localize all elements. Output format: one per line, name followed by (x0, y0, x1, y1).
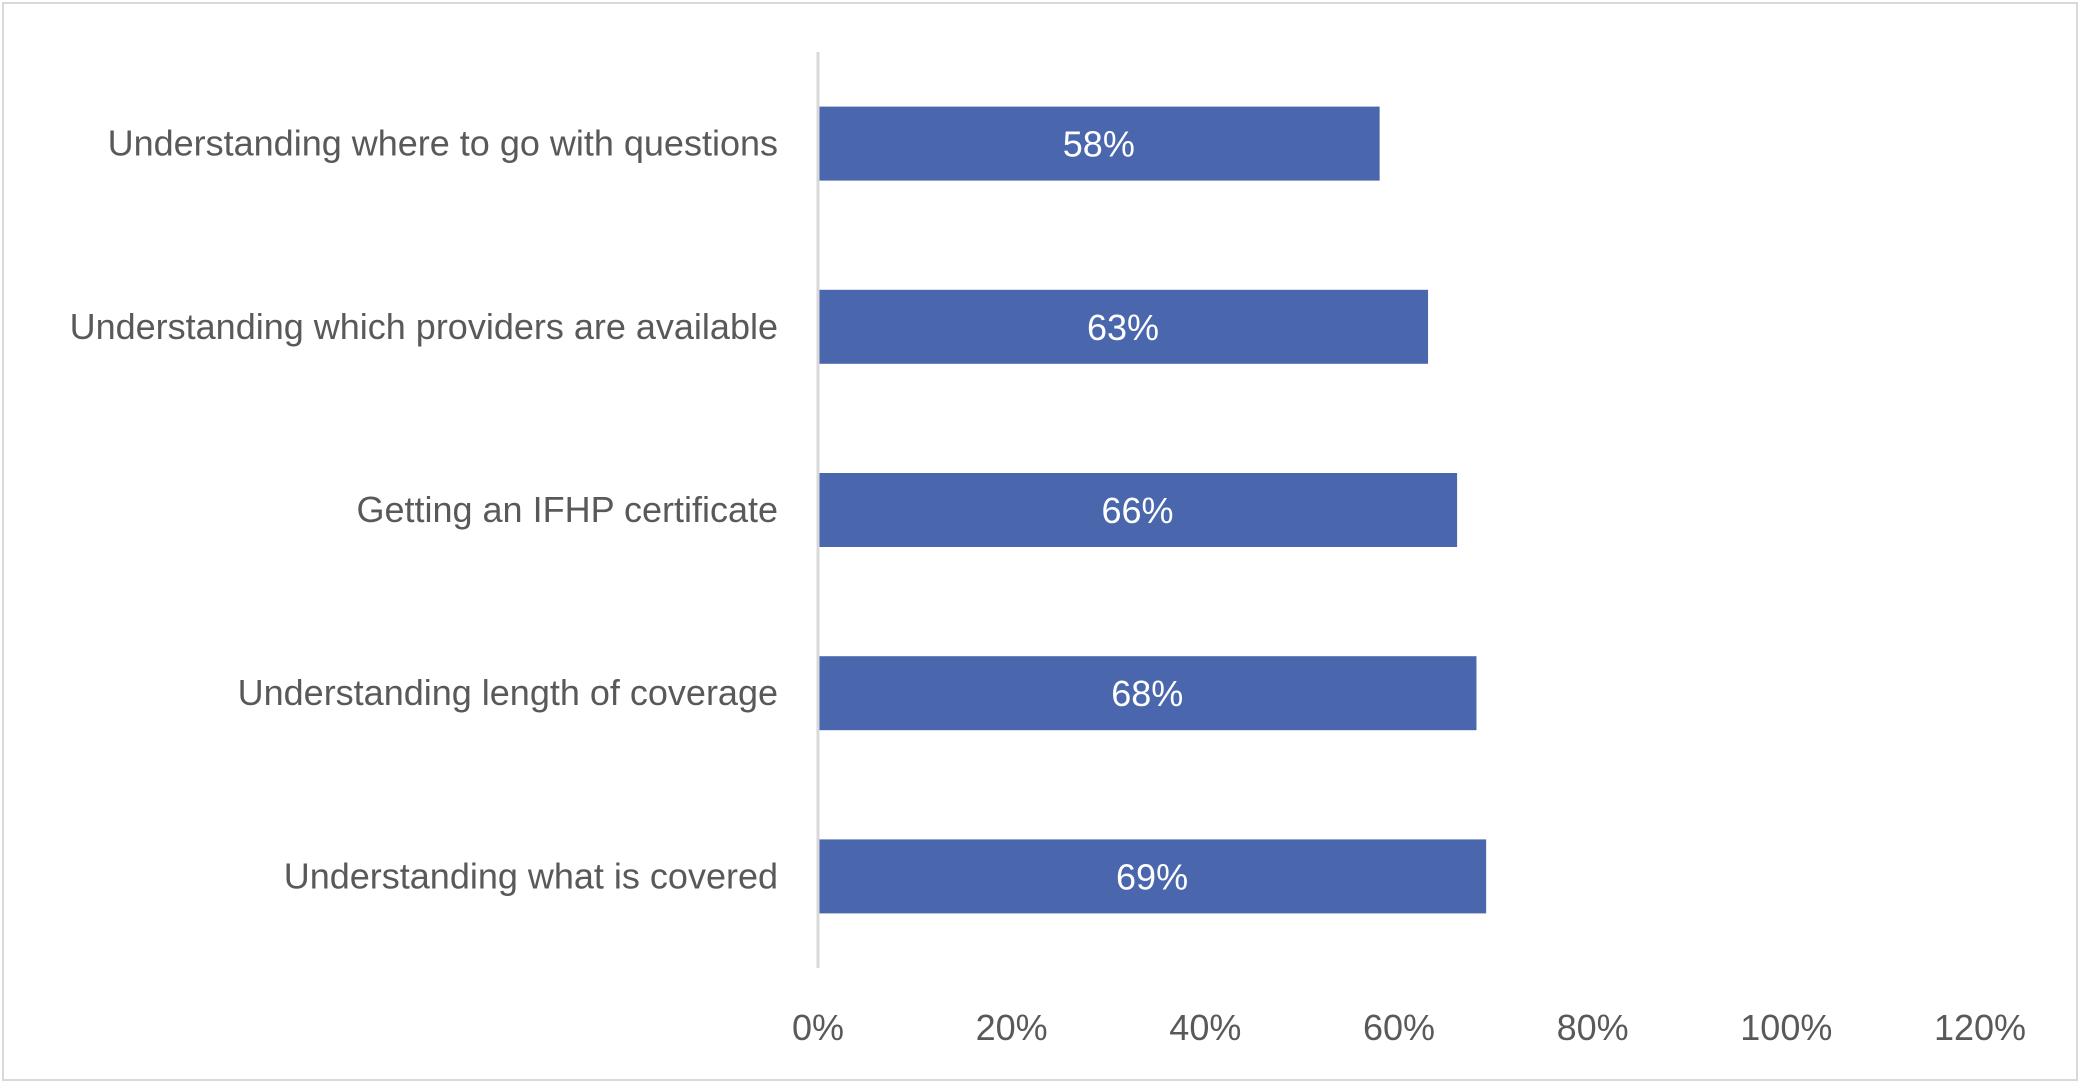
x-tick-label: 40% (1169, 1007, 1241, 1048)
x-tick-label: 0% (792, 1007, 844, 1048)
x-tick-label: 60% (1363, 1007, 1435, 1048)
category-label: Getting an IFHP certificate (356, 489, 778, 530)
x-tick-label: 120% (1934, 1007, 2026, 1048)
data-label: 63% (1087, 307, 1159, 348)
bar-1 (818, 289, 1429, 364)
x-tick-label: 20% (976, 1007, 1048, 1048)
category-label: Understanding length of coverage (238, 672, 778, 713)
x-tick-label: 100% (1740, 1007, 1832, 1048)
category-label: Understanding where to go with questions (108, 123, 778, 164)
category-label: Understanding which providers are availa… (70, 306, 778, 347)
bar-3 (818, 656, 1477, 731)
x-tick-label: 80% (1557, 1007, 1629, 1048)
data-label: 66% (1102, 490, 1174, 531)
data-label: 69% (1116, 856, 1188, 897)
category-label: Understanding what is covered (284, 855, 778, 896)
bar-0 (818, 106, 1380, 181)
bar-4 (818, 839, 1487, 914)
bar-2 (818, 473, 1458, 547)
data-label: 58% (1063, 124, 1135, 165)
data-label: 68% (1111, 673, 1183, 714)
